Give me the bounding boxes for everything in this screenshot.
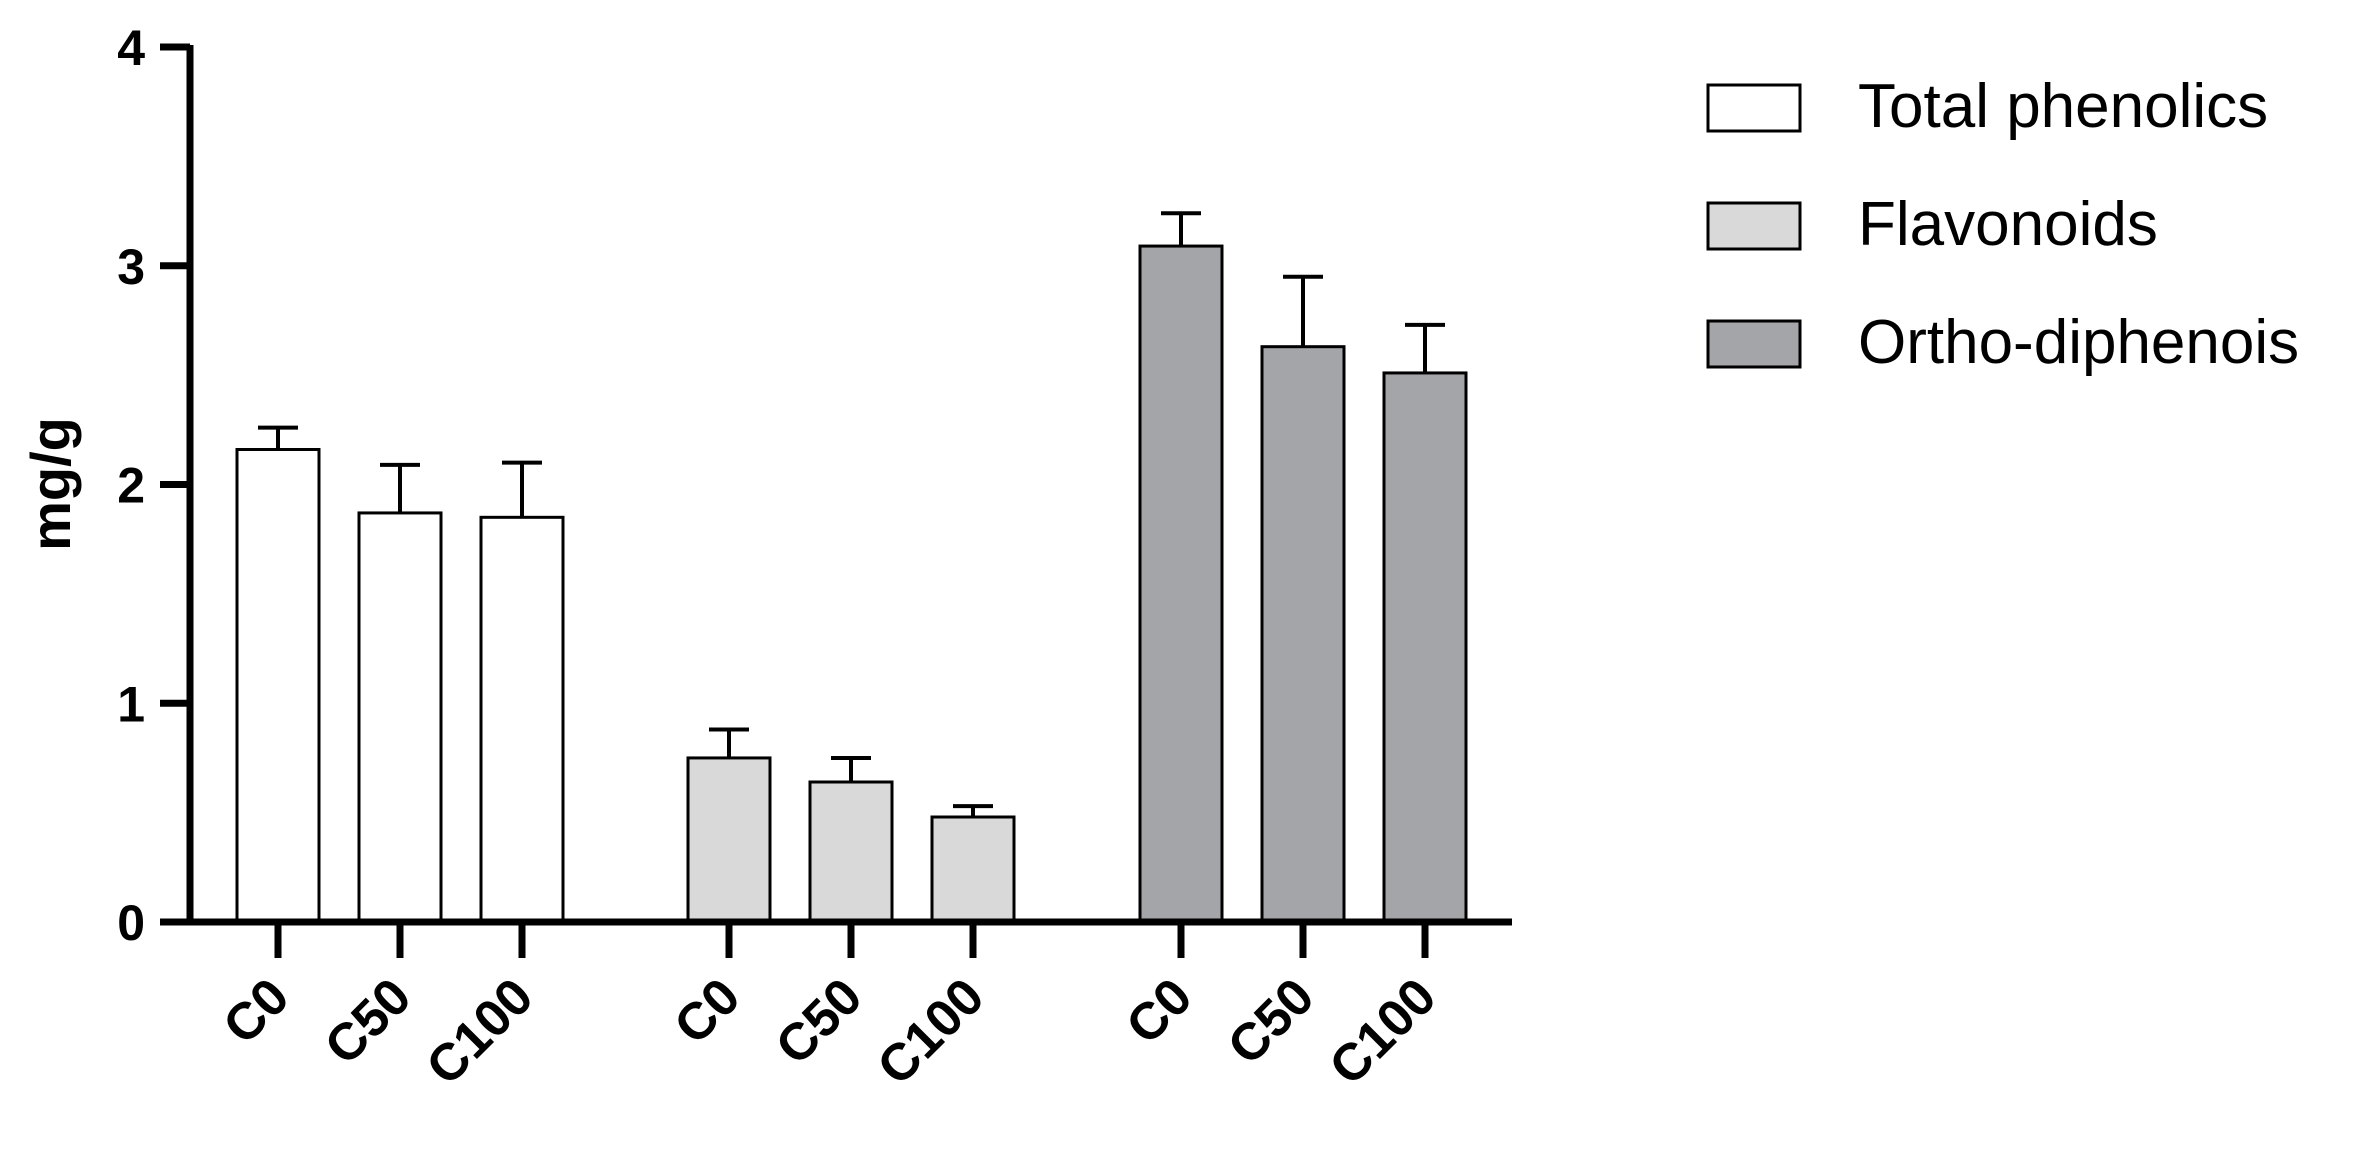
bar-ortho-diphenois-c50 xyxy=(1260,345,1346,924)
bar-total-phenolics-c100 xyxy=(479,515,565,924)
x-tick-label-c50: C50 xyxy=(1217,967,1325,1075)
x-tick-label-c100: C100 xyxy=(1319,967,1448,1096)
y-tick-label: 2 xyxy=(117,458,145,514)
legend: Total phenolics Flavonoids Ortho-diphenois xyxy=(1706,72,2299,377)
y-tick-label: 3 xyxy=(117,239,145,295)
legend-swatch xyxy=(1706,83,1802,133)
y-tick-label: 4 xyxy=(117,20,145,76)
y-tick-label: 1 xyxy=(117,676,145,732)
y-tick-label: 0 xyxy=(117,895,145,951)
bar-ortho-diphenois-c0 xyxy=(1138,244,1224,924)
bar-flavonoids-c0 xyxy=(686,756,772,924)
legend-swatch xyxy=(1706,319,1802,369)
bars-layer xyxy=(235,211,1468,924)
x-tick-label-c0: C0 xyxy=(212,967,300,1055)
x-tick-label-c100: C100 xyxy=(416,967,545,1096)
x-tick-label-c0: C0 xyxy=(1115,967,1203,1055)
bar-ortho-diphenois-c100 xyxy=(1382,371,1468,924)
x-tick-label-c50: C50 xyxy=(765,967,873,1075)
x-tick-label-c50: C50 xyxy=(314,967,422,1075)
y-axis-title: mg/g xyxy=(19,417,82,551)
bar-total-phenolics-c50 xyxy=(357,511,443,924)
legend-label: Flavonoids xyxy=(1858,190,2158,259)
bar-flavonoids-c50 xyxy=(808,780,894,924)
bar-flavonoids-c100 xyxy=(930,815,1016,924)
x-tick-label-c100: C100 xyxy=(867,967,996,1096)
legend-swatch xyxy=(1706,201,1802,251)
legend-label: Ortho-diphenois xyxy=(1858,308,2299,377)
legend-label: Total phenolics xyxy=(1858,72,2268,141)
x-tick-label-c0: C0 xyxy=(663,967,751,1055)
axes-layer xyxy=(160,43,1512,958)
bar-total-phenolics-c0 xyxy=(235,448,321,924)
